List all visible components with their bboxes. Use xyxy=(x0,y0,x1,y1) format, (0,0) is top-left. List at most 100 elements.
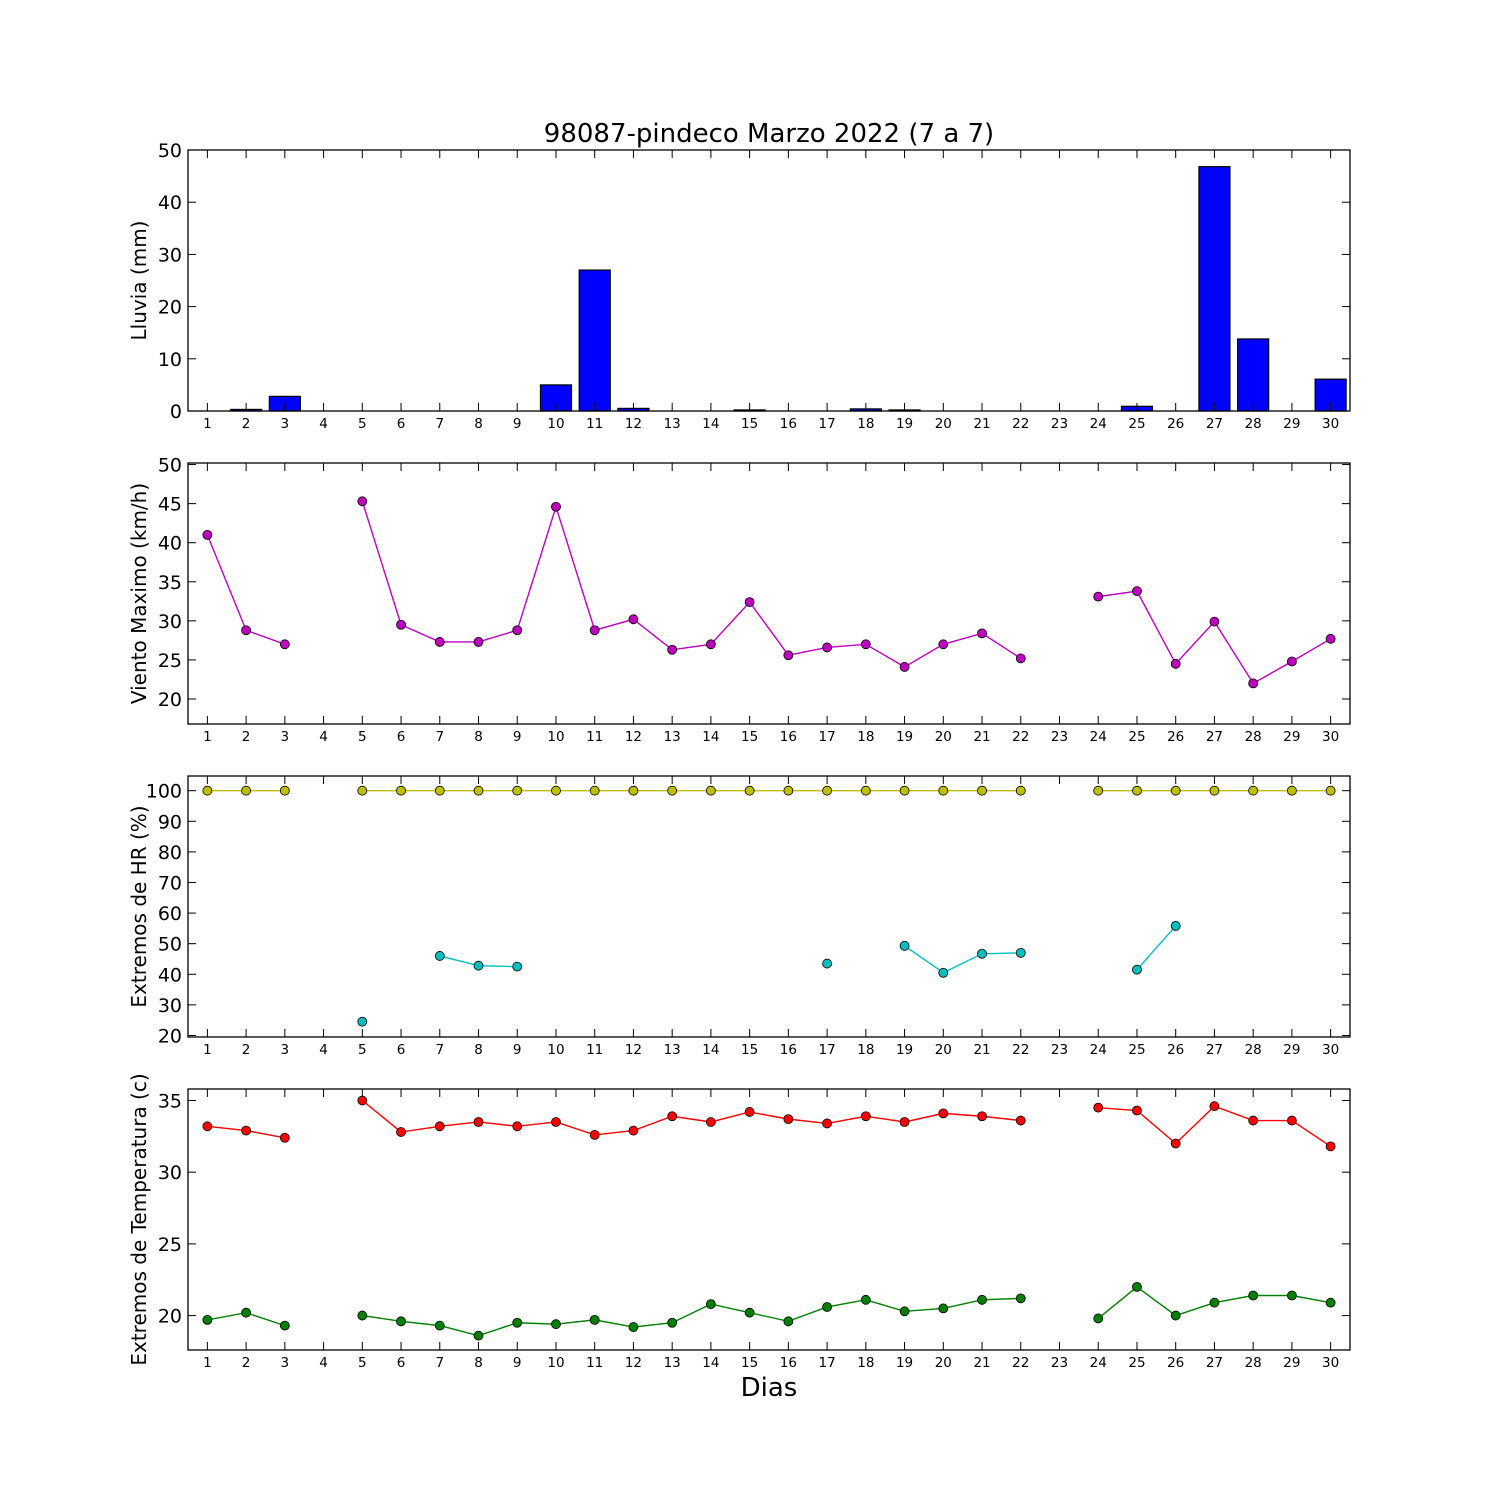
panel-3-frame xyxy=(187,775,1351,1038)
x-tick-label: 3 xyxy=(281,729,290,745)
point-day-1 xyxy=(202,529,213,540)
point-day-25 xyxy=(1132,586,1142,597)
point-day-2 xyxy=(241,785,252,796)
x-tick-label: 6 xyxy=(397,416,406,432)
x-tick-label: 8 xyxy=(474,1042,483,1058)
y-tick-label: 20 xyxy=(158,689,182,711)
point-day-17 xyxy=(822,958,832,969)
y-tick-label: 45 xyxy=(158,494,182,516)
point-day-13 xyxy=(667,785,678,796)
x-tick-label: 17 xyxy=(819,1042,836,1058)
point-day-1 xyxy=(202,1121,213,1132)
y-axis-label: Extremos de HR (%) xyxy=(127,805,151,1007)
y-axis-label: Extremos de Temperatura (c) xyxy=(127,1073,151,1365)
point-day-6 xyxy=(396,619,406,630)
x-tick-label: 12 xyxy=(625,1355,642,1371)
x-tick-label: 10 xyxy=(547,416,564,432)
x-tick-label: 14 xyxy=(702,1042,719,1058)
x-tick-label: 30 xyxy=(1322,416,1339,432)
x-tick-label: 24 xyxy=(1090,416,1107,432)
point-day-18 xyxy=(860,1294,871,1305)
x-tick-label: 8 xyxy=(474,1355,483,1371)
x-tick-label: 24 xyxy=(1090,1042,1107,1058)
x-tick-label: 4 xyxy=(319,1042,328,1058)
x-tick-label: 26 xyxy=(1167,729,1184,745)
point-day-14 xyxy=(706,1299,716,1310)
point-day-6 xyxy=(396,1127,406,1137)
point-day-18 xyxy=(860,1111,871,1122)
chart-title: 98087-pindeco Marzo 2022 (7 a 7) xyxy=(544,119,994,149)
x-tick-label: 4 xyxy=(319,729,328,745)
y-tick-label: 0 xyxy=(170,401,182,423)
point-day-3 xyxy=(279,1132,290,1143)
point-day-2 xyxy=(241,1307,252,1318)
x-tick-label: 30 xyxy=(1322,1355,1339,1371)
x-tick-label: 16 xyxy=(780,1042,797,1058)
point-day-9 xyxy=(512,785,523,796)
point-day-16 xyxy=(783,650,794,661)
x-tick-label: 5 xyxy=(358,729,367,745)
x-tick-label: 17 xyxy=(819,1355,836,1371)
panel-2-frame xyxy=(187,462,1351,725)
x-tick-label: 6 xyxy=(397,1042,406,1058)
point-day-10 xyxy=(551,785,561,796)
x-tick-label: 9 xyxy=(513,416,522,432)
x-tick-label: 25 xyxy=(1128,1042,1145,1058)
point-day-1 xyxy=(202,785,213,796)
point-day-27 xyxy=(1209,1101,1220,1112)
point-day-13 xyxy=(667,1317,678,1328)
point-day-22 xyxy=(1015,947,1026,958)
x-tick-label: 18 xyxy=(857,416,874,432)
y-tick-label: 20 xyxy=(158,1025,182,1047)
point-day-24 xyxy=(1093,591,1104,602)
point-day-26 xyxy=(1170,785,1181,796)
panel-4-series-1 xyxy=(202,1095,1336,1152)
point-day-13 xyxy=(667,1111,678,1122)
x-tick-label: 21 xyxy=(973,416,990,432)
point-day-19 xyxy=(899,940,910,951)
y-tick-label: 30 xyxy=(158,611,182,633)
panel-3-series-2 xyxy=(357,921,1181,1027)
point-day-8 xyxy=(473,637,484,647)
x-tick-label: 26 xyxy=(1167,416,1184,432)
x-tick-label: 9 xyxy=(513,1042,522,1058)
x-tick-label: 5 xyxy=(358,1042,367,1058)
point-day-22 xyxy=(1015,785,1026,796)
point-day-26 xyxy=(1170,1310,1181,1321)
x-tick-label: 17 xyxy=(819,729,836,745)
x-tick-label: 16 xyxy=(780,729,797,745)
x-tick-label: 9 xyxy=(513,729,522,745)
point-day-9 xyxy=(512,625,523,636)
x-tick-label: 15 xyxy=(741,416,758,432)
point-day-6 xyxy=(396,785,406,796)
panel-2-series-1 xyxy=(202,496,1336,689)
point-day-6 xyxy=(396,1316,406,1327)
y-tick-label: 60 xyxy=(158,903,182,925)
y-tick-label: 10 xyxy=(158,349,182,371)
x-tick-label: 18 xyxy=(857,1355,874,1371)
point-day-16 xyxy=(783,1316,794,1327)
bar-day-27 xyxy=(1198,166,1231,412)
point-day-21 xyxy=(977,948,987,959)
point-day-12 xyxy=(628,1125,639,1136)
x-tick-label: 11 xyxy=(586,416,603,432)
point-day-18 xyxy=(860,639,871,650)
point-day-8 xyxy=(473,1330,484,1341)
x-tick-label: 23 xyxy=(1051,729,1068,745)
point-day-26 xyxy=(1170,921,1181,931)
point-day-20 xyxy=(938,785,949,796)
x-tick-label: 30 xyxy=(1322,1042,1339,1058)
point-day-17 xyxy=(822,1302,832,1312)
x-tick-label: 24 xyxy=(1090,1355,1107,1371)
point-day-26 xyxy=(1170,658,1181,669)
point-day-7 xyxy=(434,785,445,796)
x-axis-label: Dias xyxy=(741,1373,798,1403)
x-tick-label: 22 xyxy=(1012,416,1029,432)
point-day-24 xyxy=(1093,1102,1104,1113)
x-tick-label: 28 xyxy=(1245,416,1262,432)
point-day-22 xyxy=(1015,1293,1026,1304)
y-tick-label: 35 xyxy=(158,572,182,594)
y-tick-label: 25 xyxy=(158,650,182,672)
